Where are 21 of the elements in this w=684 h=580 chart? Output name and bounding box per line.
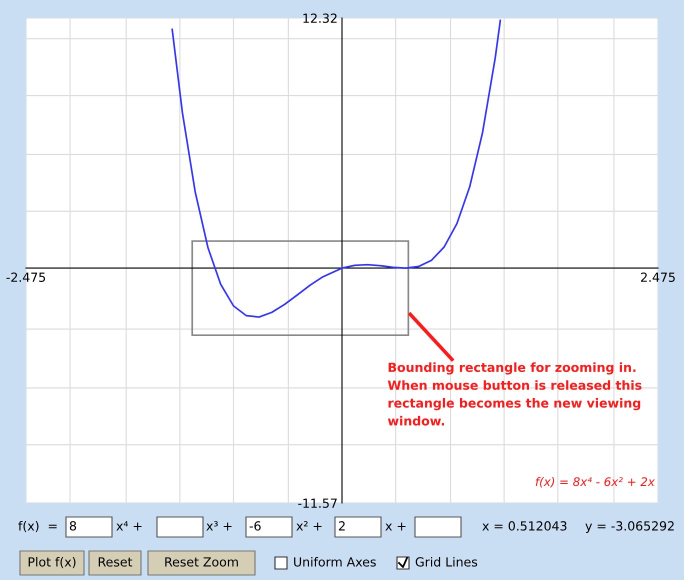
text: x³ +: [206, 521, 232, 530]
text: x +: [385, 522, 406, 530]
text: x = 0.512043: [482, 521, 566, 531]
x-tick-label: 2.475: [641, 272, 675, 282]
text: x² +: [296, 521, 322, 530]
text: 2: [338, 521, 345, 530]
text: f(x) =: [18, 520, 57, 532]
text: -6: [250, 521, 261, 531]
x-tick-label: -2.475: [6, 272, 46, 282]
annotation: f(x) = 8x⁴ - 6x² + 2x: [536, 477, 655, 488]
text: Uniform Axes: [294, 556, 376, 567]
text: Reset: [98, 557, 132, 567]
text: Grid Lines: [416, 556, 478, 567]
text: x⁴ +: [116, 521, 142, 530]
text: y = -3.065292: [585, 521, 674, 534]
y-tick-label: -11.57: [298, 498, 337, 508]
annotation: Bounding rectangle for zooming in. When mouse button is released this rectangle becomes the new viewing window.: [388, 362, 642, 426]
text: 8: [70, 521, 76, 531]
text: Reset Zoom: [165, 557, 238, 567]
y-tick-label: 12.32: [303, 13, 337, 23]
text: Plot f(x): [28, 556, 76, 568]
